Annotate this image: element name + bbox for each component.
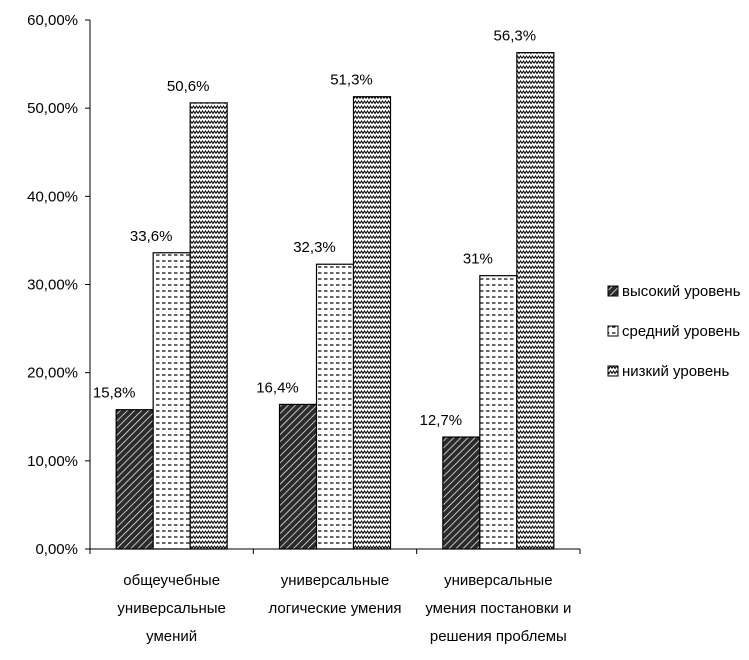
x-category-label: общеучебные универсальные умений (117, 572, 225, 645)
y-tick-label: 10,00% (27, 453, 78, 470)
axes: 0,00% 10,00% 20,00% 30,00% 40,00% 50,00% 60,00… (27, 12, 581, 645)
bar (479, 275, 518, 550)
x-category-label-line: решения проблемы (430, 628, 567, 645)
y-tick-label: 50,00% (27, 100, 78, 117)
bar (115, 409, 154, 550)
bar (315, 263, 355, 550)
bar (516, 52, 555, 550)
x-category-label-line: универсальные (281, 572, 389, 589)
x-category-label-line: умения постановки и (425, 600, 571, 617)
legend-swatch (607, 325, 619, 337)
data-label: 50,6% (167, 78, 210, 95)
x-category-label-line: логические умения (269, 600, 402, 617)
data-label: 31% (463, 251, 493, 268)
bar (189, 102, 228, 550)
y-tick-label: 0,00% (35, 541, 78, 558)
data-label: 32,3% (293, 239, 336, 256)
bars (115, 52, 555, 550)
legend-swatch (607, 285, 619, 297)
legend-label: средний уровень (622, 323, 740, 340)
y-tick-label: 60,00% (27, 12, 78, 29)
x-category-label-line: универсальные (444, 572, 552, 589)
legend-label: высокий уровень (622, 283, 741, 300)
bar (278, 403, 318, 550)
data-label: 51,3% (330, 72, 373, 89)
y-tick-label: 30,00% (27, 277, 78, 294)
data-label: 16,4% (256, 379, 299, 396)
legend-swatch (607, 365, 619, 377)
data-label: 33,6% (130, 228, 173, 245)
x-category-label: универсальные логические умения (269, 572, 402, 617)
y-tick-label: 40,00% (27, 188, 78, 205)
x-category-label-line: умений (146, 628, 197, 645)
bar (442, 436, 481, 550)
data-label: 56,3% (494, 28, 537, 45)
x-category-label: универсальные умения постановки и решения … (425, 572, 571, 645)
x-category-label-line: общеучебные (123, 572, 220, 589)
x-category-label-line: универсальные (117, 600, 225, 617)
data-label: 12,7% (420, 412, 463, 429)
bar (352, 96, 392, 550)
data-labels: 15,8% 33,6% 50,6% 16,4% 32,3% 51,3% 12,7% 31% 56… (93, 28, 536, 429)
legend: высокий уровень средний уровень низкий уро… (607, 283, 741, 380)
legend-label: низкий уровень (622, 363, 729, 380)
y-tick-label: 20,00% (27, 365, 78, 382)
data-label: 15,8% (93, 385, 136, 402)
bar (152, 252, 191, 550)
